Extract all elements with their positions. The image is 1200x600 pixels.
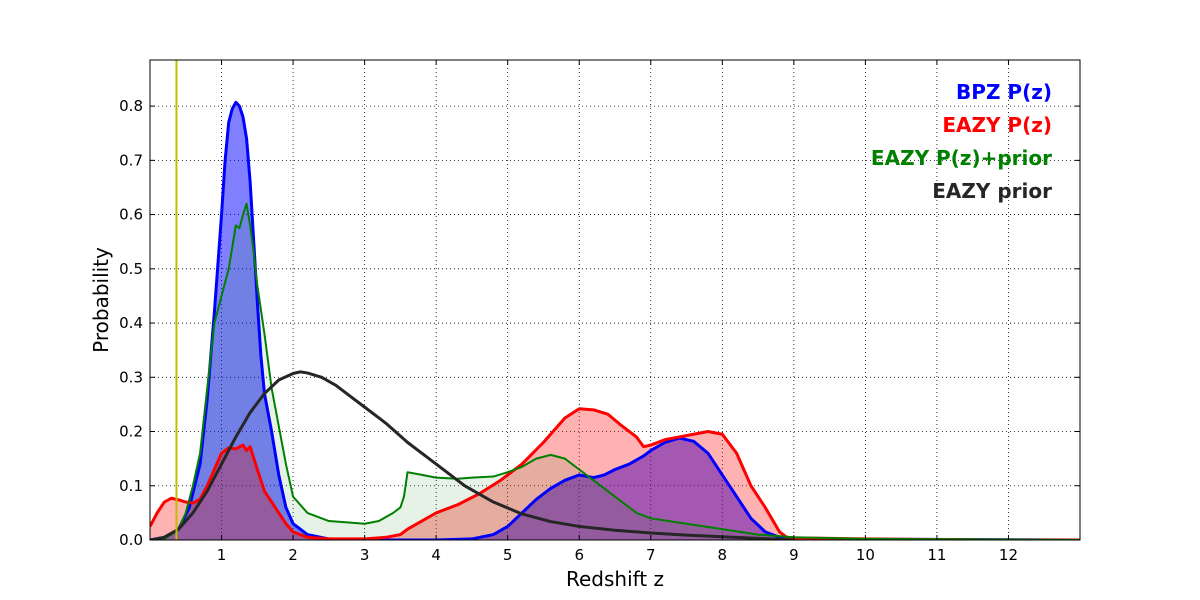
y-tick-label: 0.4 xyxy=(119,314,143,332)
y-axis-label: Probability xyxy=(89,247,113,353)
x-tick-label: 8 xyxy=(718,546,728,564)
x-tick-label: 9 xyxy=(789,546,799,564)
x-tick-label: 10 xyxy=(856,546,875,564)
y-tick-label: 0.3 xyxy=(119,368,143,386)
series-fill-0 xyxy=(150,102,1080,540)
y-tick-label: 0.2 xyxy=(119,423,143,441)
y-tick-label: 0.5 xyxy=(119,260,143,278)
series-fill-1 xyxy=(150,408,1080,540)
y-tick-label: 0.1 xyxy=(119,477,143,495)
series-fill-2 xyxy=(150,203,1080,540)
x-tick-label: 4 xyxy=(431,546,441,564)
x-tick-label: 11 xyxy=(927,546,946,564)
x-tick-label: 2 xyxy=(288,546,298,564)
legend-entry: EAZY P(z) xyxy=(942,113,1052,137)
x-tick-label: 6 xyxy=(574,546,584,564)
legend-entry: BPZ P(z) xyxy=(956,80,1052,104)
y-tick-label: 0.8 xyxy=(119,97,143,115)
plot-frame xyxy=(149,59,1081,541)
x-tick-label: 12 xyxy=(999,546,1018,564)
x-tick-label: 3 xyxy=(360,546,370,564)
ticks-layer: 1 2 3 4 5 6 7 8 9 10 11 120.00.10.20.30.40.50.60.70… xyxy=(119,60,1080,564)
line-layer xyxy=(150,60,1080,540)
series-line-3 xyxy=(150,370,794,540)
legend-entry: EAZY prior xyxy=(932,179,1052,203)
series-line-1 xyxy=(150,407,1080,540)
fill-layer xyxy=(150,102,1080,540)
series-line-0 xyxy=(150,100,1080,540)
x-tick-label: 1 xyxy=(217,546,227,564)
legend-entry: EAZY P(z)+prior xyxy=(871,146,1052,170)
y-tick-label: 0.7 xyxy=(119,151,143,169)
series-line-2 xyxy=(150,202,1080,540)
y-tick-label: 0.6 xyxy=(119,206,143,224)
y-tick-label: 0.0 xyxy=(119,531,143,549)
x-tick-label: 5 xyxy=(503,546,513,564)
x-tick-label: 7 xyxy=(646,546,656,564)
x-axis-label: Redshift z xyxy=(566,567,664,591)
legend: BPZ P(z) EAZY P(z) EAZY P(z)+prior EAZY pri… xyxy=(871,80,1052,203)
grid-layer xyxy=(150,60,1080,541)
